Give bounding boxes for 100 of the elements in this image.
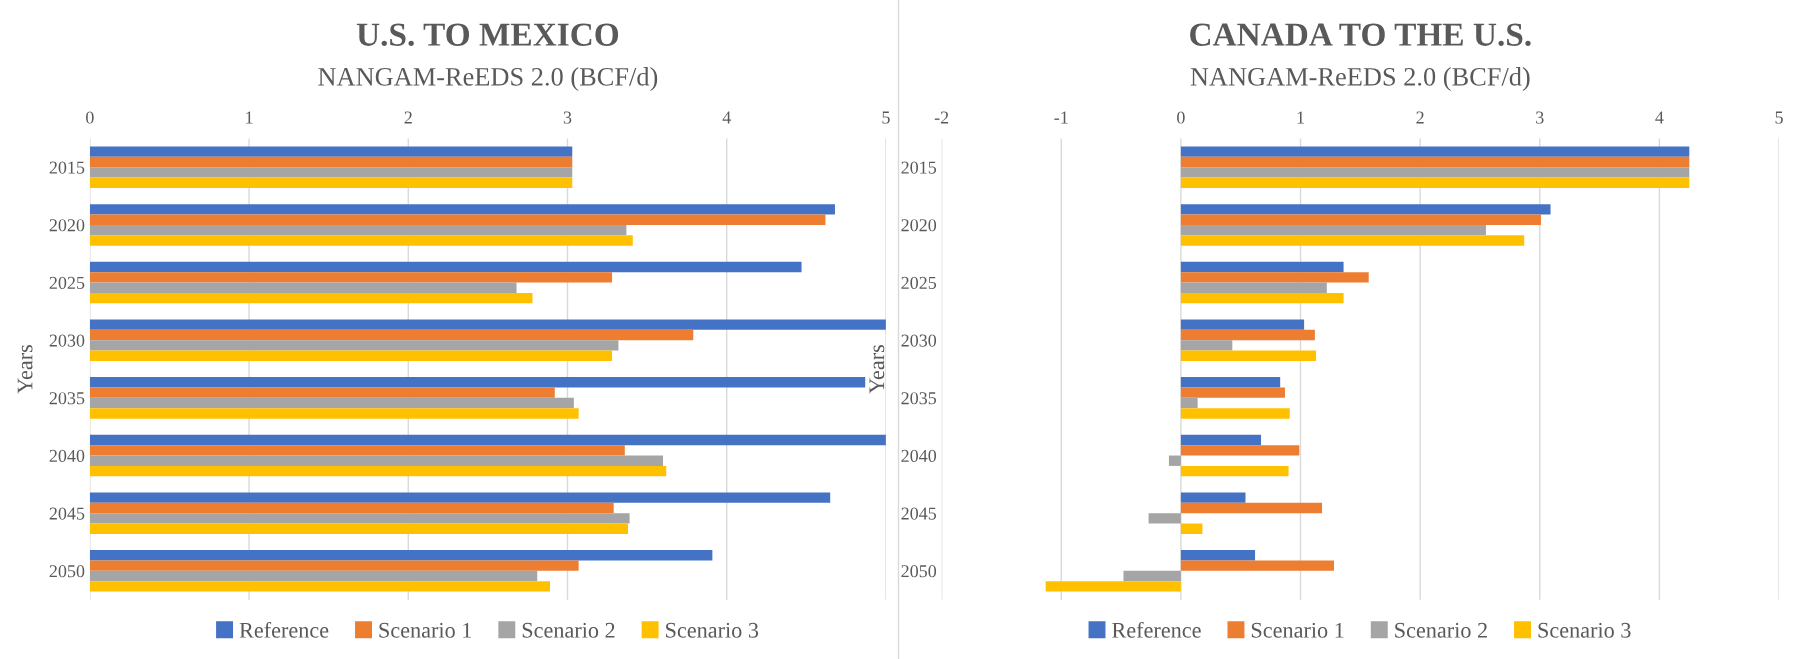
x-tick-label: 3	[563, 111, 572, 124]
bar	[89, 224, 627, 236]
x-tick-label: 3	[1536, 111, 1544, 124]
bar	[1180, 445, 1300, 456]
y-tick-label: 2030	[49, 334, 85, 347]
y-tick-label: 2025	[901, 276, 937, 289]
bar	[89, 492, 831, 503]
x-tick-label: 2	[1416, 111, 1424, 124]
bar	[89, 455, 664, 466]
bar	[89, 177, 573, 188]
legend-label: Scenario 3	[1538, 622, 1631, 638]
bar	[1180, 560, 1335, 571]
bar	[89, 156, 573, 168]
bar	[1180, 350, 1317, 361]
bar	[89, 282, 517, 293]
bar	[1180, 550, 1256, 561]
bar	[1148, 513, 1181, 524]
y-tick-label: 2040	[49, 449, 85, 462]
y-tick-label: 2030	[901, 334, 937, 347]
bar	[1168, 455, 1181, 466]
bar	[1180, 292, 1344, 304]
bar	[89, 377, 866, 388]
y-tick-label: 2015	[901, 161, 937, 174]
bar	[1180, 224, 1486, 236]
y-axis-title: Years	[869, 345, 885, 394]
x-tick-label: 0	[1177, 111, 1185, 124]
bar	[89, 434, 886, 446]
x-tick-label: 0	[86, 111, 94, 124]
bar	[1180, 204, 1551, 215]
bar	[89, 523, 628, 534]
bar	[89, 502, 614, 514]
bar	[1180, 387, 1285, 398]
y-tick-label: 2035	[49, 392, 85, 405]
bar	[1180, 156, 1690, 168]
y-tick-label: 2020	[901, 219, 937, 232]
bar	[1180, 329, 1315, 341]
bar	[89, 397, 574, 409]
bar	[89, 261, 802, 273]
x-tick-label: -2	[934, 111, 949, 124]
bar	[89, 214, 826, 225]
bar	[89, 146, 573, 157]
legend-label: Scenario 2	[522, 622, 615, 638]
bar	[89, 550, 713, 561]
x-tick-label: 1	[246, 111, 253, 124]
legend-label: Scenario 3	[666, 622, 759, 638]
bar	[1180, 235, 1525, 246]
x-tick-label: 4	[722, 111, 731, 124]
y-tick-label: 2050	[901, 565, 937, 578]
bar	[89, 445, 625, 456]
bar	[89, 387, 555, 398]
bar	[89, 167, 573, 178]
bar	[1123, 570, 1181, 582]
bar	[89, 292, 533, 304]
bar	[89, 272, 613, 283]
bar	[89, 235, 633, 246]
chart-subtitle: NANGAM-ReEDS 2.0 (BCF/d)	[1190, 67, 1530, 92]
y-tick-label: 2025	[49, 276, 85, 289]
x-tick-label: 5	[882, 111, 890, 124]
bar	[1180, 397, 1198, 409]
bar	[89, 465, 667, 477]
legend-label: Scenario 1	[379, 622, 472, 638]
bar	[89, 408, 579, 419]
legend-label: Reference	[239, 621, 329, 638]
bar	[89, 340, 619, 351]
bar	[1180, 272, 1369, 283]
legend-label: Scenario 1	[1251, 622, 1344, 638]
bar	[89, 350, 613, 361]
bar	[1180, 177, 1690, 188]
bar	[89, 513, 630, 524]
bar	[1180, 502, 1323, 514]
bar	[1180, 146, 1690, 157]
y-tick-label: 2015	[49, 161, 85, 174]
bar	[1180, 261, 1344, 273]
y-tick-label: 2020	[49, 219, 85, 232]
y-axis-title: Years	[17, 345, 33, 394]
bar	[1180, 167, 1690, 178]
bar	[89, 581, 550, 592]
bar	[1180, 282, 1327, 293]
chart-title: U.S. TO MEXICO	[356, 23, 619, 47]
x-tick-label: 2	[404, 111, 412, 124]
x-tick-label: 1	[1297, 111, 1304, 124]
y-tick-label: 2035	[901, 392, 937, 405]
bar	[89, 319, 886, 330]
legend-label: Reference	[1112, 621, 1201, 638]
bar	[1180, 377, 1281, 388]
bar	[1180, 523, 1203, 534]
chart-subtitle: NANGAM-ReEDS 2.0 (BCF/d)	[318, 67, 658, 92]
bar	[1180, 408, 1290, 419]
y-tick-label: 2045	[49, 507, 85, 520]
chart-title: CANADA TO THE U.S.	[1190, 23, 1531, 47]
bar	[1180, 319, 1305, 330]
y-tick-label: 2045	[901, 507, 937, 520]
y-tick-label: 2040	[901, 449, 937, 462]
legend-label: Scenario 2	[1395, 622, 1487, 638]
bar	[89, 204, 835, 215]
x-tick-label: -1	[1054, 111, 1068, 124]
bar	[89, 329, 694, 341]
y-tick-label: 2050	[49, 565, 85, 578]
bar	[1180, 492, 1246, 503]
bar	[1180, 465, 1289, 477]
